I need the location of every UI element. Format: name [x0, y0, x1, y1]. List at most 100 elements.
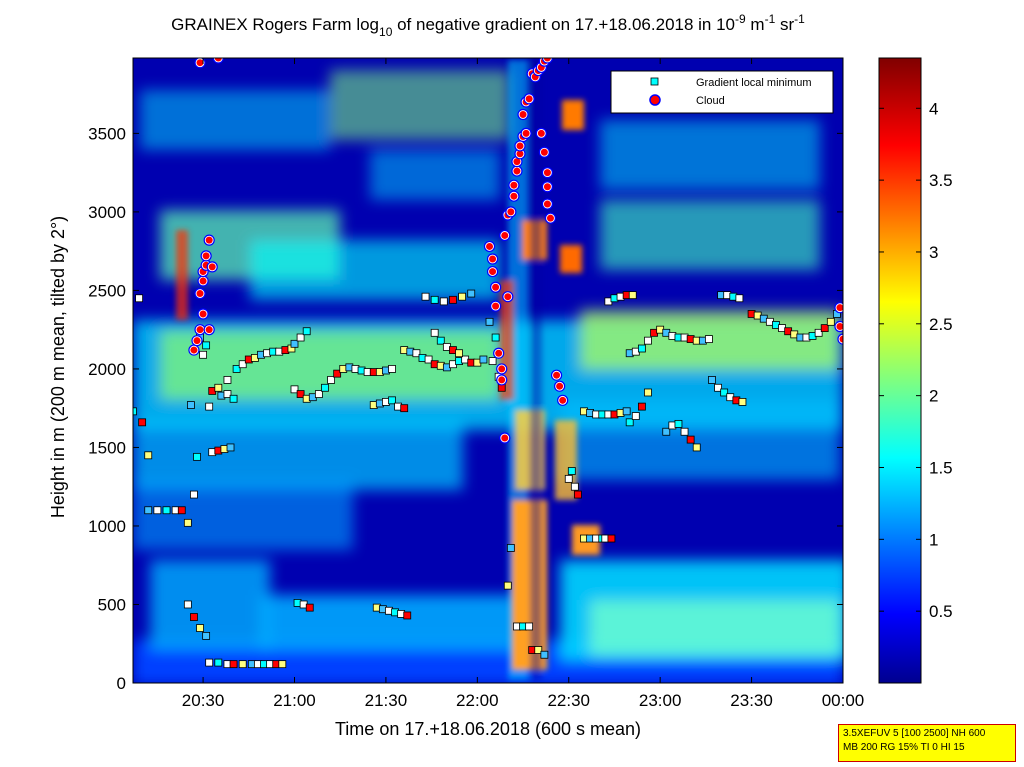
colorbar-tick-label: 1 [929, 530, 938, 549]
gradient-minimum-marker [607, 534, 616, 543]
gradient-minimum-marker [229, 394, 238, 403]
cloud-marker-core [193, 337, 201, 345]
gradient-minimum-marker [153, 506, 162, 515]
gradient-minimum-marker [485, 317, 494, 326]
gradient-minimum-marker [403, 611, 412, 620]
colorbar-tick-label: 3 [929, 243, 938, 262]
gradient-minimum-marker [735, 294, 744, 303]
x-tick-label: 00:00 [822, 691, 865, 710]
gradient-minimum-marker [214, 383, 223, 392]
legend-label-cloud: Cloud [696, 95, 725, 107]
gradient-minimum-marker [177, 506, 186, 515]
cloud-marker-core [492, 302, 500, 310]
gradient-minimum-marker [637, 344, 646, 353]
cloud-marker-core [205, 236, 213, 244]
colorbar-tick-label: 2.5 [929, 315, 953, 334]
cloud-marker-core [196, 59, 204, 67]
x-tick-label: 22:30 [547, 691, 590, 710]
gradient-minimum-marker [183, 600, 192, 609]
gradient-minimum-marker [144, 451, 153, 460]
cloud-marker-core [510, 192, 518, 200]
x-tick-label: 21:00 [273, 691, 316, 710]
gradient-minimum-marker [814, 328, 823, 337]
gradient-minimum-marker [674, 419, 683, 428]
gradient-minimum-marker [388, 365, 396, 373]
cloud-marker-core [501, 434, 509, 442]
gradient-minimum-marker [628, 291, 637, 300]
cloud-marker-core [498, 365, 506, 373]
gradient-minimum-marker [314, 390, 323, 398]
gradient-minimum-marker [479, 355, 488, 364]
legend: Gradient local minimum Cloud [610, 70, 834, 114]
x-axis: 20:30 21:00 21:30 22:00 22:30 23:00 23:30 00:00 [182, 58, 864, 710]
gradient-minimum-marker [133, 407, 137, 416]
gradient-minimum-marker [296, 390, 305, 398]
settings-info-box: 3.5XEFUV 5 [100 2500] NH 600 MB 200 RG 1… [838, 724, 1016, 762]
x-tick-label: 23:00 [639, 691, 682, 710]
gradient-minimum-marker [223, 376, 232, 384]
gradient-minimum-marker [400, 404, 409, 413]
gradient-minimum-marker [488, 357, 497, 365]
cloud-marker-core [543, 58, 551, 62]
cloud-marker-core [537, 129, 545, 137]
cloud-marker-core [504, 293, 512, 301]
y-tick-label: 1000 [88, 517, 126, 536]
gradient-minimum-marker [327, 376, 335, 384]
gradient-minimum-marker [214, 658, 223, 667]
gradient-minimum-marker [305, 603, 314, 612]
cloud-marker-core [486, 242, 494, 250]
cloud-marker-core [513, 158, 521, 166]
cloud-marker-core [501, 231, 509, 239]
y-tick-label: 2000 [88, 360, 126, 379]
gradient-minimum-marker [455, 349, 463, 358]
legend-square-icon [650, 77, 659, 86]
colorbar-tick-label: 4 [929, 99, 938, 118]
gradient-minimum-marker [637, 402, 646, 411]
gradient-minimum-marker [430, 295, 439, 304]
gradient-minimum-marker [491, 333, 500, 342]
y-tick-label: 0 [117, 674, 126, 693]
gradient-minimum-marker [738, 398, 747, 406]
cloud-marker-core [202, 252, 210, 260]
cloud-marker-core [540, 148, 548, 156]
gradient-minimum-marker [199, 350, 207, 359]
gradient-minimum-marker [388, 396, 396, 405]
gradient-minimum-marker [296, 333, 305, 342]
gradient-minimum-marker [290, 385, 299, 394]
cloud-marker-core [489, 255, 497, 263]
cloud-marker-core [510, 181, 518, 189]
gradient-minimum-marker [333, 369, 342, 378]
gradient-minimum-marker [223, 390, 232, 398]
gradient-minimum-marker [421, 292, 430, 301]
cloud-marker-core [543, 183, 551, 191]
cloud-marker-core [543, 169, 551, 177]
x-tick-label: 21:30 [365, 691, 408, 710]
gradient-minimum-marker [662, 427, 671, 436]
colorbar-tick-label: 0.5 [929, 602, 953, 621]
gradient-minimum-marker [564, 474, 573, 483]
gradient-minimum-marker [720, 388, 729, 397]
gradient-minimum-marker [205, 658, 214, 667]
gradient-minimum-marker [430, 328, 439, 337]
x-tick-label: 20:30 [182, 691, 225, 710]
cloud-marker-core [839, 335, 843, 343]
cloud-marker-core [196, 326, 204, 334]
gradient-minimum-marker [205, 402, 214, 411]
cloud-marker-core [205, 326, 213, 334]
y-tick-label: 2500 [88, 281, 126, 300]
y-tick-label: 500 [98, 595, 126, 614]
cloud-marker-core [199, 310, 207, 318]
cloud-marker-core [214, 58, 222, 62]
gradient-minimum-marker [644, 336, 652, 345]
gradient-minimum-marker [467, 289, 476, 298]
cloud-marker-core [556, 382, 564, 390]
gradient-minimum-marker [820, 324, 829, 333]
gradient-minimum-marker [534, 646, 543, 654]
cloud-marker-core [489, 268, 497, 276]
gradient-minimum-marker [449, 295, 457, 304]
y-tick-label: 3000 [88, 203, 126, 222]
info-line-2: MB 200 RG 15% TI 0 HI 15 [843, 742, 965, 753]
gradient-minimum-marker [686, 435, 695, 444]
cloud-marker-core [495, 349, 503, 357]
